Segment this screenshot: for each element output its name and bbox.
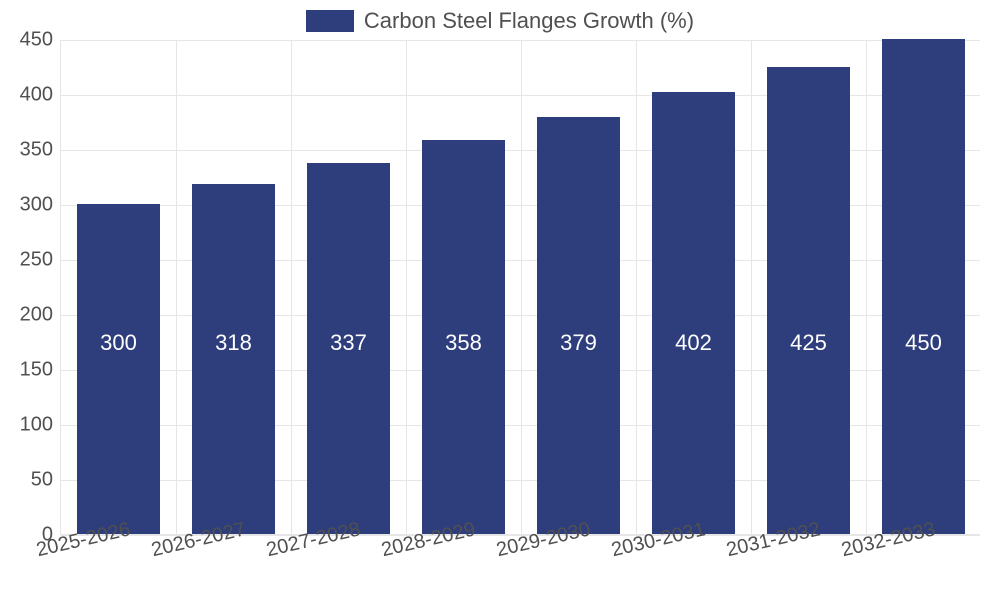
y-tick: 250: [20, 249, 61, 272]
legend-swatch: [306, 10, 354, 32]
bar-value-label: 337: [330, 330, 367, 356]
y-tick: 200: [20, 304, 61, 327]
bar: [767, 67, 850, 535]
grid-v: [291, 40, 292, 534]
bar-value-label: 402: [675, 330, 712, 356]
bar: [77, 204, 160, 534]
bar-value-label: 358: [445, 330, 482, 356]
y-tick: 100: [20, 414, 61, 437]
legend-label: Carbon Steel Flanges Growth (%): [364, 8, 694, 34]
bar: [537, 117, 620, 534]
bar: [192, 184, 275, 534]
bar-value-label: 300: [100, 330, 137, 356]
legend: Carbon Steel Flanges Growth (%): [0, 8, 1000, 34]
bar-value-label: 318: [215, 330, 252, 356]
plot-area: 0501001502002503003504004503002025-20263…: [60, 40, 980, 535]
grid-v: [636, 40, 637, 534]
y-tick: 150: [20, 359, 61, 382]
bar-value-label: 450: [905, 330, 942, 356]
y-tick: 300: [20, 194, 61, 217]
grid-v: [866, 40, 867, 534]
y-tick: 50: [31, 469, 61, 492]
grid-v: [406, 40, 407, 534]
y-tick: 450: [20, 29, 61, 52]
y-tick: 400: [20, 84, 61, 107]
bar: [652, 92, 735, 534]
grid-v: [176, 40, 177, 534]
grid-v: [521, 40, 522, 534]
grid-v: [751, 40, 752, 534]
y-tick: 350: [20, 139, 61, 162]
bar-value-label: 425: [790, 330, 827, 356]
bar-chart: Carbon Steel Flanges Growth (%) 05010015…: [0, 0, 1000, 600]
bar-value-label: 379: [560, 330, 597, 356]
bar: [882, 39, 965, 534]
